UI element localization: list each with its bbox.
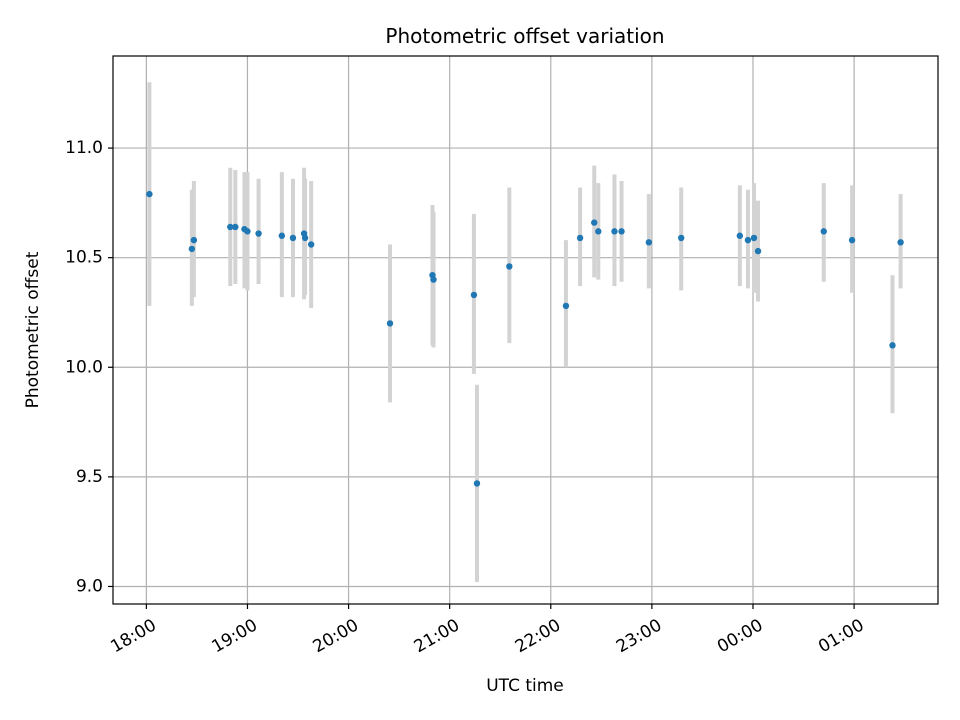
data-point bbox=[470, 291, 478, 299]
data-point bbox=[506, 263, 513, 270]
data-point bbox=[562, 302, 570, 310]
data-point bbox=[645, 239, 653, 246]
data-points bbox=[146, 190, 904, 487]
data-point bbox=[618, 228, 625, 235]
data-point bbox=[736, 232, 744, 239]
data-point bbox=[889, 342, 896, 349]
data-point bbox=[677, 234, 685, 242]
data-point bbox=[289, 234, 297, 242]
data-point bbox=[227, 223, 234, 231]
data-point bbox=[897, 239, 904, 246]
x-axis-label: UTC time bbox=[486, 676, 564, 696]
data-point bbox=[611, 228, 618, 235]
data-point bbox=[232, 223, 239, 231]
data-point bbox=[754, 247, 762, 255]
data-point bbox=[386, 320, 394, 327]
data-point bbox=[576, 234, 584, 242]
data-point bbox=[595, 228, 602, 235]
data-point bbox=[307, 241, 315, 248]
data-point bbox=[278, 232, 286, 239]
y-tick-label: 11.0 bbox=[65, 138, 103, 158]
y-tick-label: 10.0 bbox=[65, 357, 103, 377]
data-point bbox=[190, 236, 198, 244]
data-point bbox=[244, 228, 251, 235]
data-point bbox=[255, 230, 262, 237]
data-point bbox=[744, 236, 752, 244]
chart-title: Photometric offset variation bbox=[385, 24, 664, 48]
y-tick-label: 9.5 bbox=[76, 467, 103, 487]
data-point bbox=[188, 245, 196, 253]
y-tick-label: 9.0 bbox=[76, 576, 103, 596]
y-axis-label: Photometric offset bbox=[23, 251, 43, 408]
data-point bbox=[820, 228, 827, 235]
data-point bbox=[430, 276, 437, 283]
grid bbox=[113, 56, 938, 604]
data-point bbox=[591, 219, 598, 226]
data-point bbox=[473, 480, 481, 487]
y-tick-label: 10.5 bbox=[65, 248, 103, 268]
data-point bbox=[750, 234, 758, 242]
plot-frame bbox=[112, 55, 939, 605]
data-point bbox=[146, 190, 153, 198]
y-axis-ticks: 9.0 9.5 10.0 10.5 11.0 bbox=[65, 138, 113, 596]
data-point bbox=[301, 234, 309, 242]
data-point bbox=[848, 236, 856, 244]
